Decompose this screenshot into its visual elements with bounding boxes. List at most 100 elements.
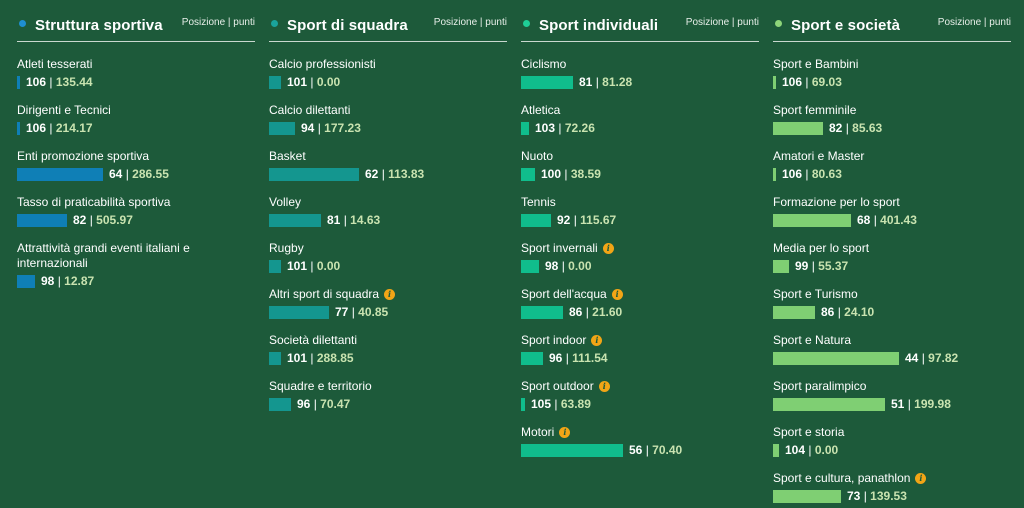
indicator-bar-row: 81 | 14.63 [269, 213, 507, 227]
info-icon[interactable]: i [598, 381, 610, 392]
indicator-values: 101 | 0.00 [287, 259, 340, 274]
indicator-values: 64 | 286.55 [109, 167, 169, 182]
indicator-item[interactable]: Attrattività grandi eventi italiani e in… [17, 241, 255, 288]
category-column: Sport e società Posizione | punti Sport e … [773, 12, 1011, 503]
indicator-label-text: Sport e Turismo [773, 287, 858, 301]
column-subtitle: Posizione | punti [433, 17, 507, 28]
value-separator: | [561, 259, 565, 273]
points-value: 401.43 [880, 213, 917, 227]
info-icon[interactable]: i [559, 427, 571, 438]
position-value: 96 [297, 397, 311, 411]
indicator-item[interactable]: Sport e storia 104 | 0.00 [773, 425, 1011, 457]
value-separator: | [310, 351, 314, 365]
indicator-label-text: Sport e Natura [773, 333, 852, 347]
indicator-item[interactable]: Sport e Natura 44 | 97.82 [773, 333, 1011, 365]
position-value: 94 [301, 121, 315, 135]
indicator-label-text: Sport femminile [773, 103, 857, 117]
indicator-item[interactable]: Nuoto 100 | 38.59 [521, 149, 759, 181]
indicator-bar [269, 260, 281, 273]
indicator-item[interactable]: Sport outdoor i 105 | 63.89 [521, 379, 759, 411]
position-value: 98 [545, 259, 559, 273]
indicator-item[interactable]: Ciclismo 81 | 81.28 [521, 57, 759, 89]
indicator-label: Sport femminile [773, 103, 1011, 118]
info-icon[interactable]: i [611, 289, 623, 300]
position-value: 92 [557, 213, 571, 227]
value-separator: | [49, 75, 53, 89]
indicator-item[interactable]: Dirigenti e Tecnici 106 | 214.17 [17, 103, 255, 135]
indicator-label: Calcio dilettanti [269, 103, 507, 118]
column-subtitle: Posizione | punti [181, 17, 255, 28]
indicator-values: 56 | 70.40 [629, 443, 682, 458]
points-value: 135.44 [55, 75, 93, 89]
indicator-values: 105 | 63.89 [531, 397, 591, 412]
indicator-bar-row: 101 | 0.00 [269, 259, 507, 274]
position-value: 77 [335, 305, 349, 319]
indicator-item[interactable]: Sport indoor i 96 | 111.54 [521, 333, 759, 365]
indicator-label-text: Sport outdoor [521, 379, 594, 393]
indicator-item[interactable]: Altri sport di squadra i 77 | 40.85 [269, 287, 507, 319]
indicator-label: Sport e storia [773, 425, 1011, 440]
indicator-values: 104 | 0.00 [785, 443, 838, 458]
value-separator: | [645, 443, 649, 457]
indicator-bar [269, 122, 295, 135]
indicator-item[interactable]: Media per lo sport 99 | 55.37 [773, 241, 1011, 273]
indicator-bar-row: 99 | 55.37 [773, 259, 1011, 273]
indicator-item[interactable]: Basket 62 | 113.83 [269, 149, 507, 181]
indicator-values: 96 | 70.47 [297, 397, 350, 412]
indicator-label-text: Media per lo sport [773, 241, 870, 255]
indicator-item[interactable]: Rugby 101 | 0.00 [269, 241, 507, 273]
info-icon[interactable]: i [602, 243, 614, 254]
indicator-bar-row: 92 | 115.67 [521, 213, 759, 227]
value-separator: | [573, 213, 577, 227]
indicator-item[interactable]: Tennis 92 | 115.67 [521, 195, 759, 227]
indicator-bar-row: 101 | 288.85 [269, 351, 507, 365]
indicator-label-text: Motori [521, 425, 555, 439]
indicator-item[interactable]: Amatori e Master 106 | 80.63 [773, 149, 1011, 181]
indicator-item[interactable]: Formazione per lo sport 68 | 401.43 [773, 195, 1011, 227]
indicator-item[interactable]: Sport e Turismo 86 | 24.10 [773, 287, 1011, 319]
indicator-item[interactable]: Atletica 103 | 72.26 [521, 103, 759, 135]
value-separator: | [317, 121, 321, 135]
indicator-label-text: Tasso di praticabilità sportiva [17, 195, 171, 209]
indicator-item[interactable]: Società dilettanti 101 | 288.85 [269, 333, 507, 365]
points-value: 111.54 [572, 351, 608, 365]
value-separator: | [89, 213, 93, 227]
indicator-item[interactable]: Sport dell'acqua i 86 | 21.60 [521, 287, 759, 319]
points-value: 113.83 [388, 167, 425, 181]
indicator-item[interactable]: Motori i 56 | 70.40 [521, 425, 759, 457]
indicator-item[interactable]: Tasso di praticabilità sportiva 82 | 505.… [17, 195, 255, 227]
indicator-label: Sport invernali i [521, 241, 759, 256]
indicator-item[interactable]: Sport femminile 82 | 85.63 [773, 103, 1011, 135]
info-icon[interactable]: i [915, 473, 927, 484]
value-separator: | [873, 213, 877, 227]
indicator-bar-row: 106 | 80.63 [773, 167, 1011, 181]
indicator-item[interactable]: Calcio professionisti 101 | 0.00 [269, 57, 507, 89]
value-separator: | [845, 121, 849, 135]
indicator-item[interactable]: Enti promozione sportiva 64 | 286.55 [17, 149, 255, 181]
indicator-item[interactable]: Sport e cultura, panathlon i 73 | 139.53 [773, 471, 1011, 503]
indicator-bar-row: 106 | 69.03 [773, 75, 1011, 89]
indicator-item[interactable]: Sport paralimpico 51 | 199.98 [773, 379, 1011, 411]
indicator-item[interactable]: Sport invernali i 98 | 0.00 [521, 241, 759, 273]
indicator-label: Amatori e Master [773, 149, 1011, 164]
indicator-bar-row: 86 | 24.10 [773, 305, 1011, 319]
category-title: Sport di squadra [287, 17, 408, 34]
indicator-bar [773, 306, 815, 319]
points-value: 69.03 [811, 75, 842, 89]
indicator-list: Calcio professionisti 101 | 0.00 Calcio di… [269, 42, 507, 502]
indicator-values: 86 | 21.60 [569, 305, 622, 320]
indicator-item[interactable]: Calcio dilettanti 94 | 177.23 [269, 103, 507, 135]
indicator-item[interactable]: Squadre e territorio 96 | 70.47 [269, 379, 507, 411]
indicator-values: 44 | 97.82 [905, 351, 958, 366]
indicator-item[interactable]: Volley 81 | 14.63 [269, 195, 507, 227]
indicator-bar [17, 168, 103, 181]
indicator-bar-row: 64 | 286.55 [17, 167, 255, 182]
value-separator: | [381, 167, 385, 181]
indicator-item[interactable]: Atleti tesserati 106 | 135.44 [17, 57, 255, 89]
position-value: 101 [287, 259, 308, 273]
info-icon[interactable]: i [384, 289, 396, 300]
info-icon[interactable]: i [591, 335, 603, 346]
indicator-bar-row: 101 | 0.00 [269, 75, 507, 89]
indicator-item[interactable]: Sport e Bambini 106 | 69.03 [773, 57, 1011, 89]
indicator-values: 82 | 85.63 [829, 121, 882, 136]
